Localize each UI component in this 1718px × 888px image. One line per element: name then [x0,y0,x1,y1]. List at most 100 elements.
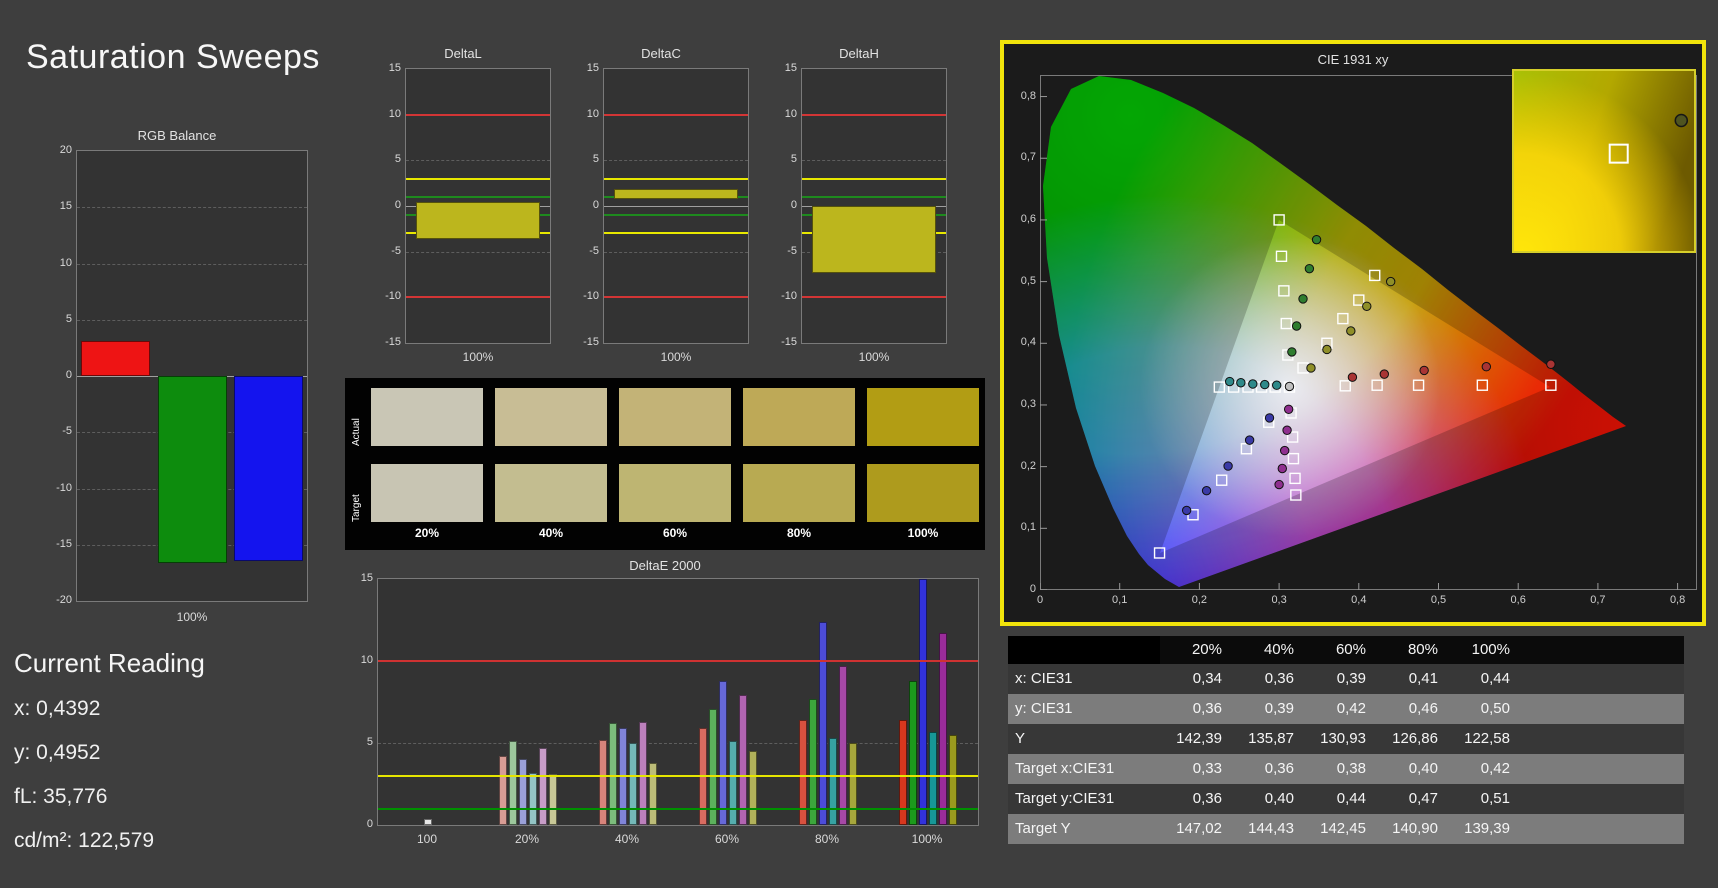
table-corner-cell [1008,636,1160,664]
table-filler [1520,694,1684,724]
saturation-results-table: 20% 40% 60% 80% 100% x: CIE31 0,34 0,36 0,39 0,41… [1008,636,1684,844]
y-tick-label: -15 [56,537,72,550]
target-marker [1371,379,1383,391]
swatch-column-label: 80% [786,526,812,540]
target-row-label: Target [351,494,362,522]
delta-e-bar [639,721,647,825]
gridline [406,251,550,253]
measurement-dot [1244,435,1255,445]
row-label: Target Y [1015,820,1071,837]
y-tick-label: 20 [59,144,72,156]
row-label: x: CIE31 [1015,670,1073,687]
y-tick-label: 15 [784,62,797,74]
table-value: 0,51 [1480,790,1510,807]
x-tick-label: 0,6 [1510,594,1526,606]
chart-title: DeltaC [641,46,681,61]
table-value: 0,40 [1264,790,1294,807]
table-value: 0,40 [1408,760,1438,777]
delta-e-bar [839,665,847,825]
x-group-label: 20% [514,832,540,846]
measurement-dot [1236,378,1246,388]
table-value: 0,41 [1408,670,1438,687]
y-tick-label: -10 [583,290,599,303]
delta-e-bar [919,579,927,825]
delta-e-bar [909,680,917,825]
y-tick-label: 0 [790,199,797,211]
measurement-dot [1223,461,1233,471]
x-tick-label: 0,5 [1430,594,1447,606]
measurement-dot [1248,379,1258,389]
column-header: 80% [1407,641,1438,658]
swatch-column-label: 60% [662,526,688,540]
table-value: 130,93 [1320,730,1366,747]
swatch-column-label: 40% [538,526,564,540]
table-filler [1520,814,1684,844]
reference-line [604,113,748,116]
target-swatch [743,464,855,522]
target-swatch [495,464,607,522]
chart-title: RGB Balance [137,128,217,143]
table-value: 0,50 [1480,700,1510,717]
actual-swatch [867,388,979,446]
target-marker [1289,472,1301,485]
target-marker [1369,269,1381,282]
table-value: 147,02 [1176,820,1222,837]
y-tick-label: 10 [360,654,373,666]
table-filler [1520,754,1684,784]
swatch-comparison-panel: Actual Target 20% 40% 60% 80% 100% [345,378,985,550]
delta-e-bar [549,774,557,825]
delta-e-bar [509,741,517,825]
measurement-dot [1272,380,1282,390]
target-marker [1545,379,1557,391]
cie-markers [1039,96,1679,591]
target-marker [1278,285,1290,297]
target-marker [1275,250,1288,263]
y-tick-label: -10 [385,290,401,303]
y-tick-label: 0 [366,818,373,830]
delta-e-bar [809,698,817,825]
cie-axis-frame [1040,75,1697,590]
table-value: 0,36 [1264,760,1294,777]
measurement-dot [1279,445,1290,456]
delta-e-bar [629,743,637,825]
reading-x: x: 0,4392 [14,697,101,720]
actual-swatch [495,388,607,446]
table-value: 0,33 [1192,760,1222,777]
delta-e-bar [739,695,747,825]
measurement-dot [1224,376,1235,387]
y-tick-label: 15 [59,200,72,213]
delta-e-2000-chart: DeltaE 2000 0 5 10 15 100 20% 40% 60% 80% 100% [345,556,985,856]
target-marker [1290,489,1302,501]
table-value: 0,39 [1336,670,1366,687]
delta-bar [614,188,738,199]
measurement-dot [1362,301,1372,311]
y-tick-label: 0,5 [1020,274,1036,287]
chart-title: DeltaE 2000 [629,558,701,573]
measurement-dot [1277,463,1287,474]
measurement-dot [1284,381,1295,392]
measurement-dot [1304,263,1315,274]
y-tick-label: 10 [59,256,72,269]
target-marker [1476,379,1489,391]
delta-bar [416,202,540,239]
table-row: Y 142,39 135,87 130,93 126,86 122,58 [1008,724,1684,754]
y-tick-label: 0 [394,199,401,211]
measurement-dot [1282,425,1292,435]
current-reading: Current Reading x: 0,4392 y: 0,4952 fL: … [14,648,205,873]
delta-e-bar [749,751,757,825]
x-tick-label: 0,1 [1112,594,1128,606]
measurement-dot [1201,485,1212,496]
y-tick-label: 5 [65,312,72,325]
measurement-dot [1322,344,1332,355]
target-marker [1339,380,1351,392]
plot-area [603,68,749,344]
x-tick-label: 0,3 [1271,594,1287,606]
x-axis-label: 100% [462,350,494,364]
actual-swatch [371,388,483,446]
delta-e-bar [539,747,547,825]
gridline [604,251,748,253]
row-label: Y [1015,730,1026,747]
target-swatch [371,464,483,522]
table-value: 0,39 [1264,700,1294,717]
delta-c-chart: DeltaC 100% -15 -10 -5 0 5 10 15 [571,44,751,374]
